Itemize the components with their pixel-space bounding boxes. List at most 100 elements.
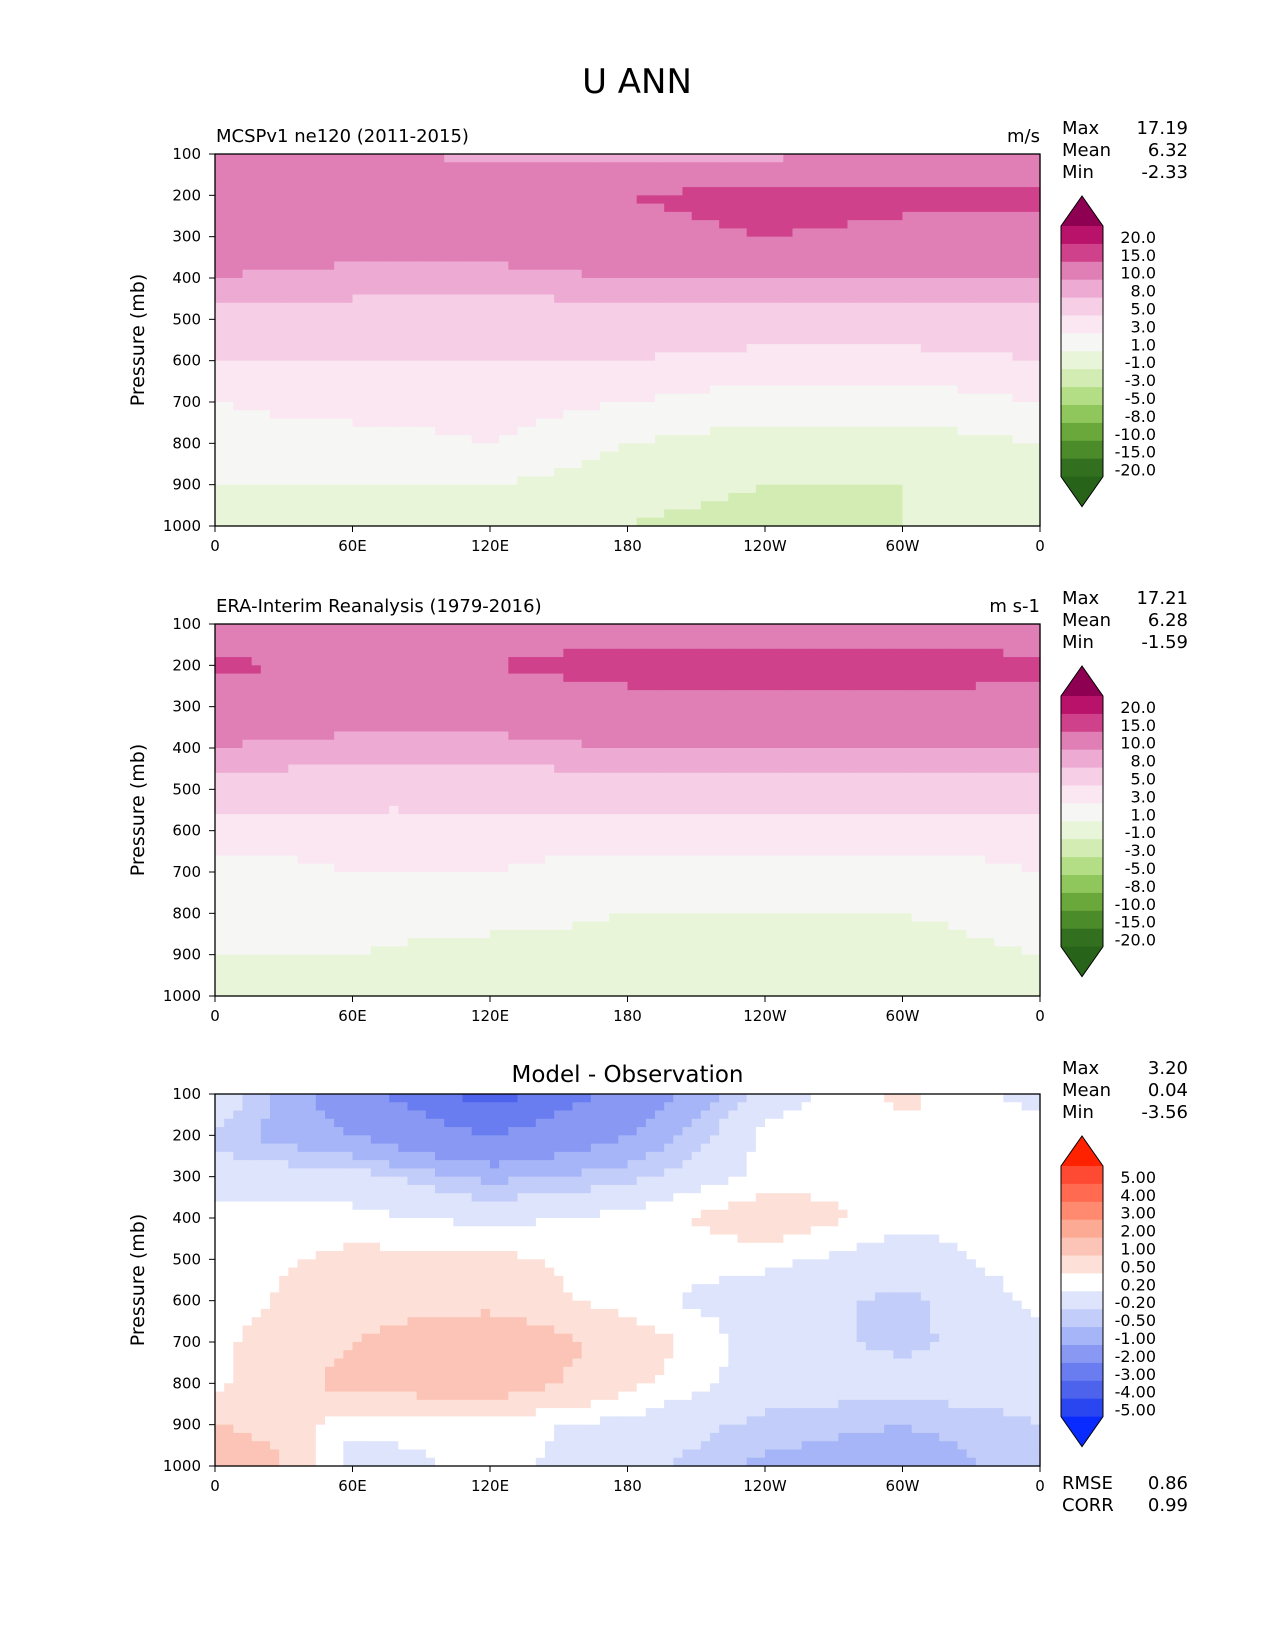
contour-cell xyxy=(792,302,803,312)
contour-cell xyxy=(1003,690,1014,699)
contour-cell xyxy=(334,624,344,633)
contour-cell xyxy=(435,236,445,246)
contour-cell xyxy=(865,509,876,519)
contour-cell xyxy=(673,178,684,188)
contour-cell xyxy=(728,278,739,287)
contour-cell xyxy=(682,236,693,246)
contour-cell xyxy=(847,344,858,353)
contour-cell xyxy=(847,170,858,180)
contour-cell xyxy=(315,492,326,502)
contour-cell xyxy=(939,236,949,246)
contour-cell xyxy=(416,203,427,213)
contour-cell xyxy=(673,484,684,494)
contour-cell xyxy=(957,459,968,469)
contour-cell xyxy=(719,624,729,633)
contour-cell xyxy=(829,690,839,699)
contour-cell xyxy=(920,327,931,337)
contour-cell xyxy=(334,509,344,519)
contour-cell xyxy=(554,648,564,658)
contour-cell xyxy=(398,377,409,387)
contour-cell xyxy=(847,385,858,395)
contour-cell xyxy=(884,648,894,658)
contour-cell xyxy=(490,410,500,420)
contour-cell xyxy=(884,278,894,287)
contour-cell xyxy=(939,154,949,163)
contour-cell xyxy=(288,261,299,271)
contour-cell xyxy=(444,327,454,337)
contour-cell xyxy=(1003,402,1014,411)
contour-cell xyxy=(1030,162,1041,172)
contour-cell xyxy=(939,443,949,453)
contour-cell xyxy=(490,211,500,221)
contour-cell xyxy=(847,476,858,486)
contour-cell xyxy=(572,286,583,296)
contour-cell xyxy=(398,410,409,420)
contour-cell xyxy=(370,344,381,353)
contour-cell xyxy=(444,418,454,428)
contour-cell xyxy=(288,294,299,304)
contour-cell xyxy=(306,492,317,502)
contour-cell xyxy=(609,476,619,486)
contour-cell xyxy=(581,253,592,263)
contour-cell xyxy=(572,443,583,453)
contour-cell xyxy=(535,203,546,213)
contour-cell xyxy=(728,228,739,238)
contour-cell xyxy=(563,360,574,370)
contour-cell xyxy=(847,319,858,329)
contour-cell xyxy=(957,187,968,196)
contour-cell xyxy=(673,344,684,353)
contour-cell xyxy=(930,236,940,246)
contour-cell xyxy=(700,187,711,196)
contour-cell xyxy=(911,294,922,304)
contour-cell xyxy=(370,624,381,633)
contour-cell xyxy=(444,410,454,420)
contour-cell xyxy=(453,426,464,436)
contour-cell xyxy=(884,327,894,337)
contour-cell xyxy=(710,286,720,296)
contour-cell xyxy=(664,311,674,320)
contour-cell xyxy=(590,665,601,675)
contour-cell xyxy=(655,681,665,691)
contour-cell xyxy=(1012,154,1023,163)
contour-cell xyxy=(609,195,619,205)
contour-cell xyxy=(535,468,546,477)
contour-cell xyxy=(572,657,583,666)
contour-cell xyxy=(875,286,885,296)
contour-cell xyxy=(765,170,775,180)
contour-cell xyxy=(215,327,225,337)
contour-cell xyxy=(361,681,372,691)
contour-cell xyxy=(985,492,995,502)
contour-cell xyxy=(444,236,454,246)
contour-cell xyxy=(1003,443,1014,453)
contour-cell xyxy=(847,426,858,436)
contour-cell xyxy=(911,195,922,205)
contour-cell xyxy=(600,286,610,296)
contour-cell xyxy=(380,435,390,444)
contour-cell xyxy=(792,352,803,362)
contour-cell xyxy=(893,228,904,238)
contour-cell xyxy=(1021,624,1032,633)
contour-cell xyxy=(728,517,739,527)
contour-cell xyxy=(590,426,601,436)
contour-cell xyxy=(865,648,876,658)
contour-cell xyxy=(875,162,885,172)
contour-cell xyxy=(609,269,619,279)
contour-cell xyxy=(728,319,739,329)
contour-cell xyxy=(682,517,693,527)
contour-cell xyxy=(985,319,995,329)
contour-cell xyxy=(380,162,390,172)
contour-cell xyxy=(783,624,794,633)
contour-cell xyxy=(792,319,803,329)
contour-cell xyxy=(224,377,234,387)
contour-cell xyxy=(847,690,858,699)
contour-cell xyxy=(875,360,885,370)
contour-cell xyxy=(911,517,922,527)
contour-cell xyxy=(572,393,583,403)
contour-cell xyxy=(655,657,665,666)
contour-cell xyxy=(920,665,931,675)
contour-cell xyxy=(618,657,629,666)
contour-cell xyxy=(682,657,693,666)
contour-cell xyxy=(352,517,363,527)
contour-cell xyxy=(508,410,519,420)
contour-cell xyxy=(315,228,326,238)
